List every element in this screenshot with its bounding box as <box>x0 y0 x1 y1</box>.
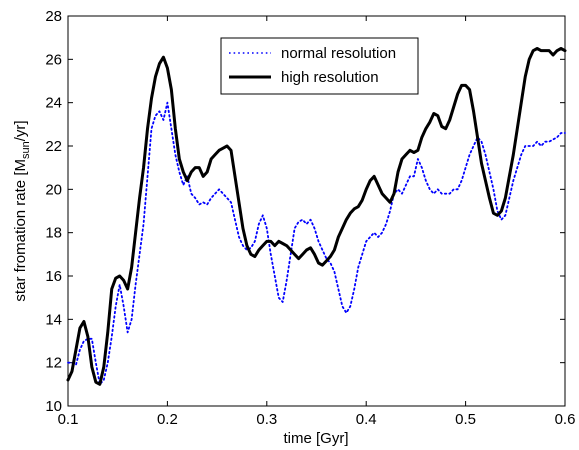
x-tick-label: 0.2 <box>157 411 178 428</box>
y-axis-ticks: 10 12 14 16 18 20 22 24 26 28 <box>45 8 565 415</box>
legend-label-normal-resolution: normal resolution <box>281 45 396 62</box>
x-tick-label: 0.6 <box>555 411 576 428</box>
y-tick-label: 14 <box>45 311 62 328</box>
x-tick-label: 0.3 <box>256 411 277 428</box>
legend-label-high-resolution: high resolution <box>281 69 379 86</box>
legend-box <box>220 37 419 95</box>
x-tick-label: 0.4 <box>356 411 377 428</box>
y-tick-label: 24 <box>45 95 62 112</box>
y-tick-label: 20 <box>45 181 62 198</box>
x-axis-ticks: 0.1 0.2 0.3 0.4 0.5 0.6 <box>58 16 576 428</box>
x-tick-label: 0.1 <box>58 411 79 428</box>
y-tick-label: 18 <box>45 225 62 242</box>
y-axis-label-main: star fromation rate [M <box>12 159 29 302</box>
y-tick-label: 26 <box>45 51 62 68</box>
y-tick-label: 22 <box>45 138 62 155</box>
y-tick-label: 10 <box>45 398 62 415</box>
x-tick-label: 0.5 <box>455 411 476 428</box>
y-tick-label: 16 <box>45 268 62 285</box>
y-axis-label-subscript: sun <box>20 141 32 159</box>
x-axis-label: time [Gyr] <box>283 430 348 447</box>
y-axis-label: star fromation rate [Msun/yr] <box>12 120 32 301</box>
y-tick-label: 28 <box>45 8 62 25</box>
legend: normal resolution high resolution <box>220 37 419 95</box>
series-layer <box>66 47 567 386</box>
series-line-normal-resolution <box>67 101 566 386</box>
series-line-high-resolution <box>66 47 567 386</box>
y-axis-label-tail: /yr] <box>12 120 29 141</box>
y-tick-label: 12 <box>45 355 62 372</box>
